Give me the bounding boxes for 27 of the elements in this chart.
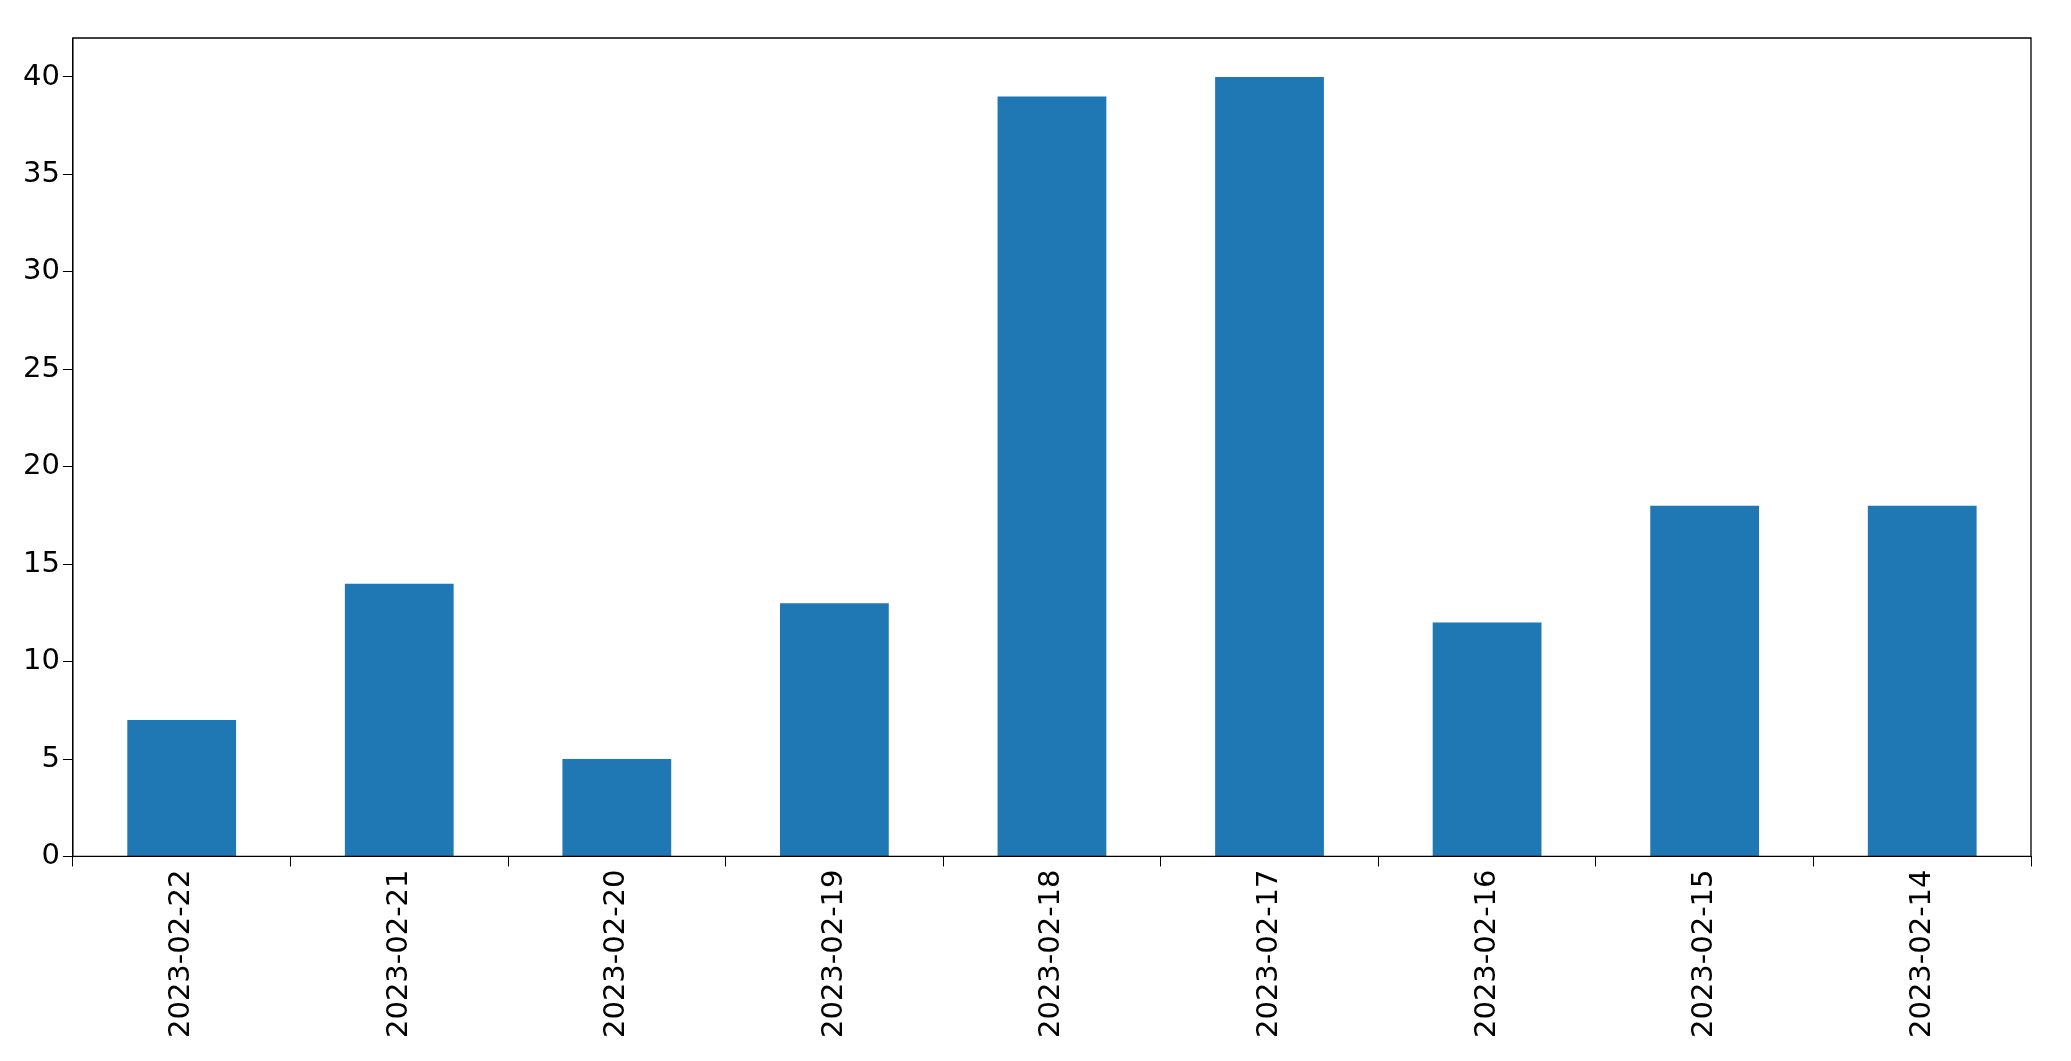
y-tick-label: 0 (41, 837, 60, 871)
x-tick-label: 2023-02-16 (1467, 869, 1502, 1039)
bar (779, 603, 889, 856)
x-tick-label: 2023-02-14 (1902, 869, 1937, 1039)
y-tick-label: 15 (23, 544, 60, 579)
bar (127, 720, 237, 856)
y-tick-label: 35 (23, 154, 60, 189)
bar (1867, 505, 1977, 856)
x-tick-label: 2023-02-22 (162, 869, 197, 1039)
x-tick-label: 2023-02-18 (1032, 869, 1067, 1039)
x-tick-label: 2023-02-19 (814, 869, 849, 1039)
y-tick-label: 25 (23, 349, 60, 384)
y-tick-label: 20 (23, 447, 60, 482)
x-tick-label: 2023-02-15 (1685, 869, 1720, 1039)
bar (562, 759, 672, 856)
x-tick-label: 2023-02-20 (597, 869, 632, 1039)
y-tick-label: 10 (23, 642, 60, 677)
bar (1215, 76, 1324, 856)
bar (997, 96, 1107, 856)
y-tick-label: 5 (41, 739, 60, 774)
x-tick-label: 2023-02-21 (379, 869, 414, 1039)
x-tick-label: 2023-02-17 (1250, 869, 1285, 1039)
bar (1650, 505, 1760, 856)
bar (344, 583, 454, 856)
bar (1432, 622, 1542, 856)
y-tick-label: 40 (23, 57, 60, 92)
y-tick-label: 30 (23, 252, 60, 287)
